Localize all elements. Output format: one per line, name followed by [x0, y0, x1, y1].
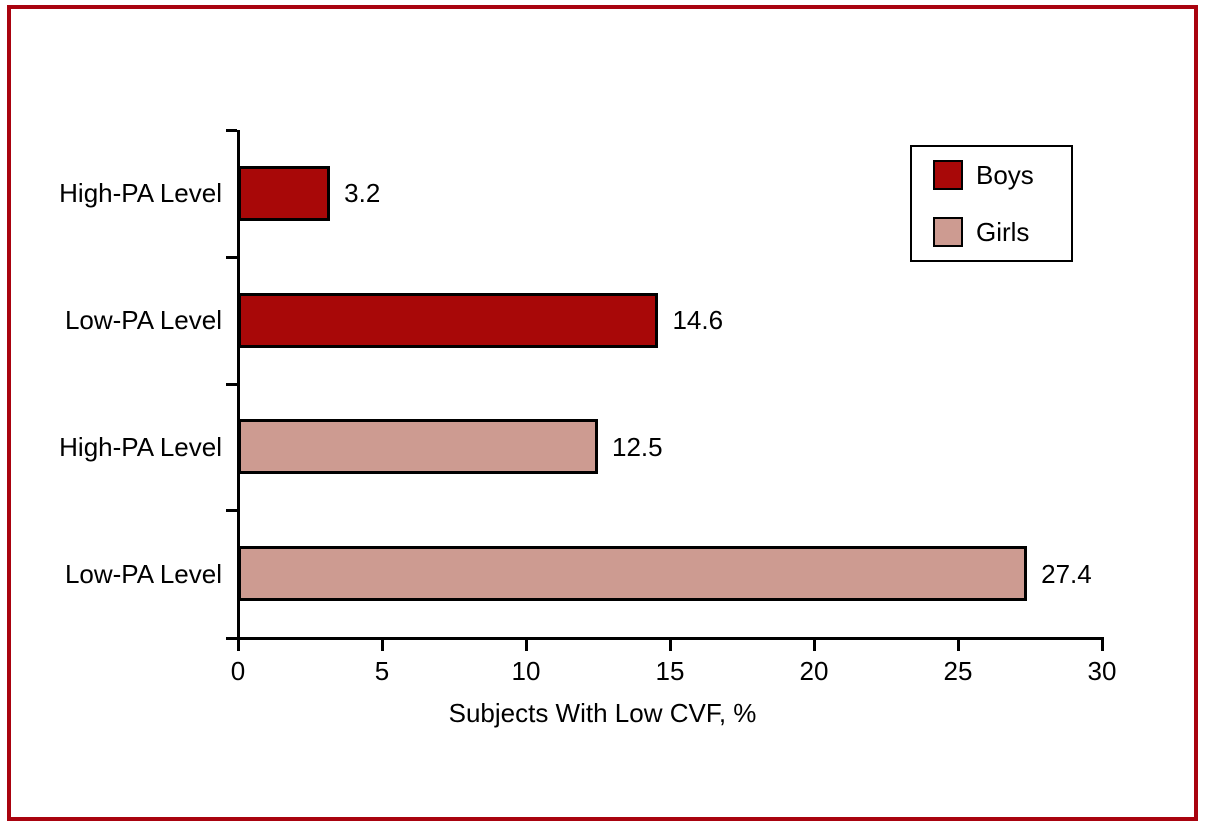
x-axis-tick-label: 30: [1087, 656, 1117, 686]
legend-item-boys: Boys: [933, 160, 1061, 190]
y-axis-tick: [226, 509, 237, 513]
legend-swatch-boys: [933, 160, 963, 190]
figure-frame: [7, 5, 1198, 821]
x-axis-tick: [957, 640, 960, 651]
bar-girls-2: [238, 419, 598, 475]
value-label: 27.4: [1041, 558, 1092, 589]
x-axis-tick: [525, 640, 528, 651]
y-axis-line: [237, 130, 240, 640]
category-label: High-PA Level: [59, 431, 222, 462]
legend-label: Boys: [976, 160, 1034, 190]
category-label: Low-PA Level: [64, 305, 222, 336]
value-label: 3.2: [344, 178, 381, 209]
x-axis-tick-label: 20: [799, 656, 829, 686]
x-axis-tick: [669, 640, 672, 651]
x-axis-tick: [237, 640, 240, 651]
legend-swatch-girls: [933, 217, 963, 247]
legend: Boys Girls: [910, 145, 1073, 262]
x-axis-tick: [813, 640, 816, 651]
bar-boys-1: [238, 292, 659, 348]
x-axis-tick-label: 0: [230, 656, 246, 686]
legend-item-girls: Girls: [933, 217, 1061, 247]
bar-girls-3: [238, 546, 1028, 602]
category-label: Low-PA Level: [64, 558, 222, 589]
value-label: 12.5: [612, 431, 663, 462]
value-label: 14.6: [672, 305, 724, 336]
x-axis-title: Subjects With Low CVF, %: [448, 698, 757, 728]
x-axis-tick: [381, 640, 384, 651]
x-axis-tick-label: 15: [655, 656, 685, 686]
y-axis-tick: [226, 129, 237, 132]
y-axis-tick: [226, 382, 237, 386]
x-axis-tick-label: 25: [943, 656, 973, 686]
category-label: High-PA Level: [59, 178, 222, 209]
legend-label: Girls: [976, 217, 1030, 247]
x-axis-tick-label: 10: [511, 656, 541, 686]
x-axis-tick: [1101, 640, 1104, 651]
y-axis-tick: [226, 255, 237, 259]
x-axis-tick-label: 5: [374, 656, 390, 686]
bar-boys-0: [238, 165, 331, 221]
x-axis-line: [226, 637, 1104, 640]
